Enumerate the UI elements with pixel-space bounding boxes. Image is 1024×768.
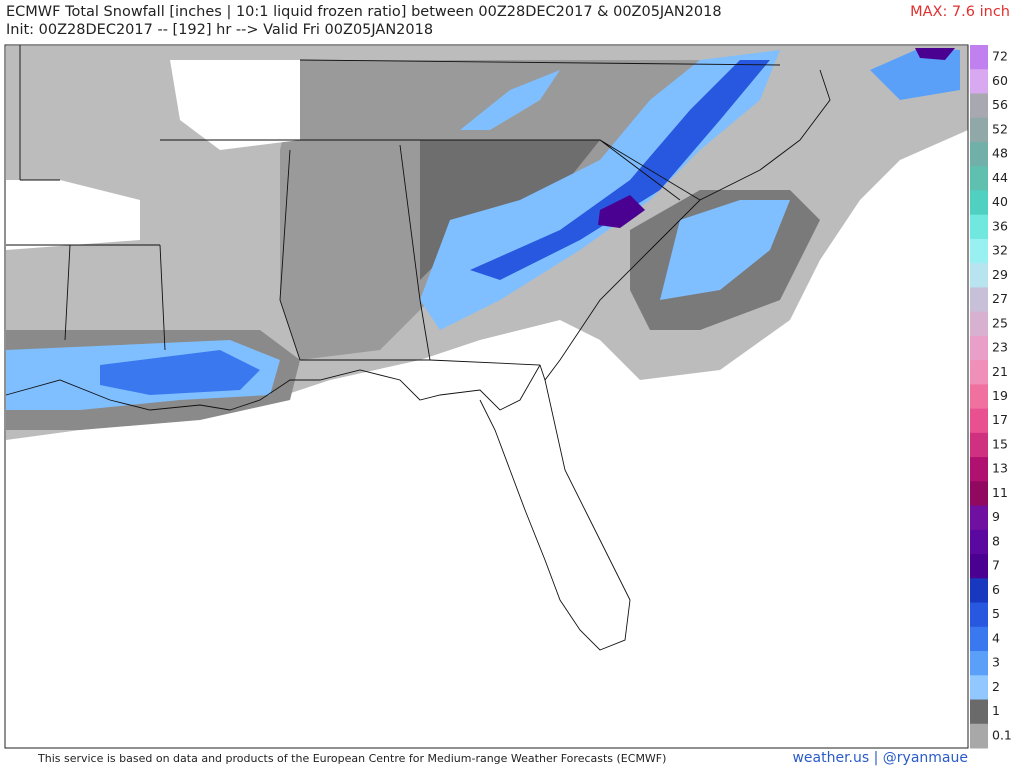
- map-title: ECMWF Total Snowfall [inches | 10:1 liqu…: [6, 4, 722, 20]
- colorbar-label: 25: [992, 315, 1008, 330]
- colorbar-swatch: [970, 360, 988, 385]
- colorbar-label: 27: [992, 291, 1008, 306]
- colorbar-label: 8: [992, 533, 1000, 548]
- colorbar-swatch: [970, 166, 988, 191]
- colorbar-label: 72: [992, 49, 1008, 64]
- colorbar-label: 19: [992, 388, 1008, 403]
- colorbar-swatch: [970, 238, 988, 264]
- colorbar-swatch: [970, 675, 988, 701]
- colorbar-swatch: [970, 602, 988, 628]
- colorbar-label: 5: [992, 606, 1000, 621]
- colorbar-label: 15: [992, 436, 1008, 451]
- colorbar: 7260565248444036322927252321191715131198…: [970, 45, 1012, 749]
- colorbar-swatch: [970, 263, 988, 288]
- colorbar-swatch: [970, 626, 988, 652]
- colorbar-swatch: [970, 117, 988, 143]
- colorbar-swatch: [970, 93, 988, 119]
- max-label: MAX: 7.6 inch: [910, 4, 1010, 20]
- colorbar-label: 3: [992, 655, 1000, 670]
- colorbar-swatch: [970, 190, 988, 216]
- colorbar-label: 44: [992, 170, 1008, 185]
- colorbar-label: 1: [992, 703, 1000, 718]
- colorbar-label: 4: [992, 630, 1000, 645]
- colorbar-swatch: [970, 457, 988, 482]
- colorbar-swatch: [970, 311, 988, 337]
- colorbar-label: 0.1: [992, 727, 1012, 742]
- colorbar-label: 13: [992, 461, 1008, 476]
- colorbar-label: 21: [992, 364, 1008, 379]
- colorbar-label: 40: [992, 194, 1008, 209]
- colorbar-label: 56: [992, 97, 1008, 112]
- colorbar-swatch: [970, 45, 988, 70]
- colorbar-label: 7: [992, 558, 1000, 573]
- colorbar-swatch: [970, 69, 988, 94]
- colorbar-swatch: [970, 699, 988, 725]
- map-border: [4, 44, 969, 749]
- colorbar-label: 52: [992, 121, 1008, 136]
- colorbar-swatch: [970, 287, 988, 313]
- colorbar-label: 6: [992, 582, 1000, 597]
- disclaimer: This service is based on data and produc…: [38, 752, 667, 765]
- map: 7260565248444036322927252321191715131198…: [4, 44, 1012, 749]
- colorbar-swatch: [970, 651, 988, 676]
- colorbar-swatch: [970, 335, 988, 361]
- colorbar-swatch: [970, 408, 988, 434]
- colorbar-swatch: [970, 505, 988, 531]
- colorbar-label: 17: [992, 412, 1008, 427]
- colorbar-label: 32: [992, 243, 1008, 258]
- colorbar-swatch: [970, 529, 988, 555]
- colorbar-label: 23: [992, 340, 1008, 355]
- colorbar-swatch: [970, 554, 988, 579]
- boundaries: [5, 45, 831, 651]
- colorbar-swatch: [970, 432, 988, 458]
- snow-blue: [6, 48, 960, 410]
- colorbar-label: 48: [992, 146, 1008, 161]
- colorbar-label: 9: [992, 509, 1000, 524]
- colorbar-swatch: [970, 384, 988, 410]
- colorbar-label: 36: [992, 218, 1008, 233]
- colorbar-swatch: [970, 481, 988, 507]
- colorbar-swatch: [970, 723, 988, 749]
- colorbar-label: 29: [992, 267, 1008, 282]
- colorbar-swatch: [970, 214, 988, 240]
- colorbar-swatch: [970, 578, 988, 604]
- colorbar-label: 11: [992, 485, 1008, 500]
- colorbar-label: 60: [992, 73, 1008, 88]
- map-subtitle: Init: 00Z28DEC2017 -- [192] hr --> Valid…: [6, 22, 434, 38]
- credit-link[interactable]: weather.us | @ryanmaue: [792, 750, 968, 766]
- colorbar-label: 2: [992, 679, 1000, 694]
- colorbar-swatch: [970, 141, 988, 167]
